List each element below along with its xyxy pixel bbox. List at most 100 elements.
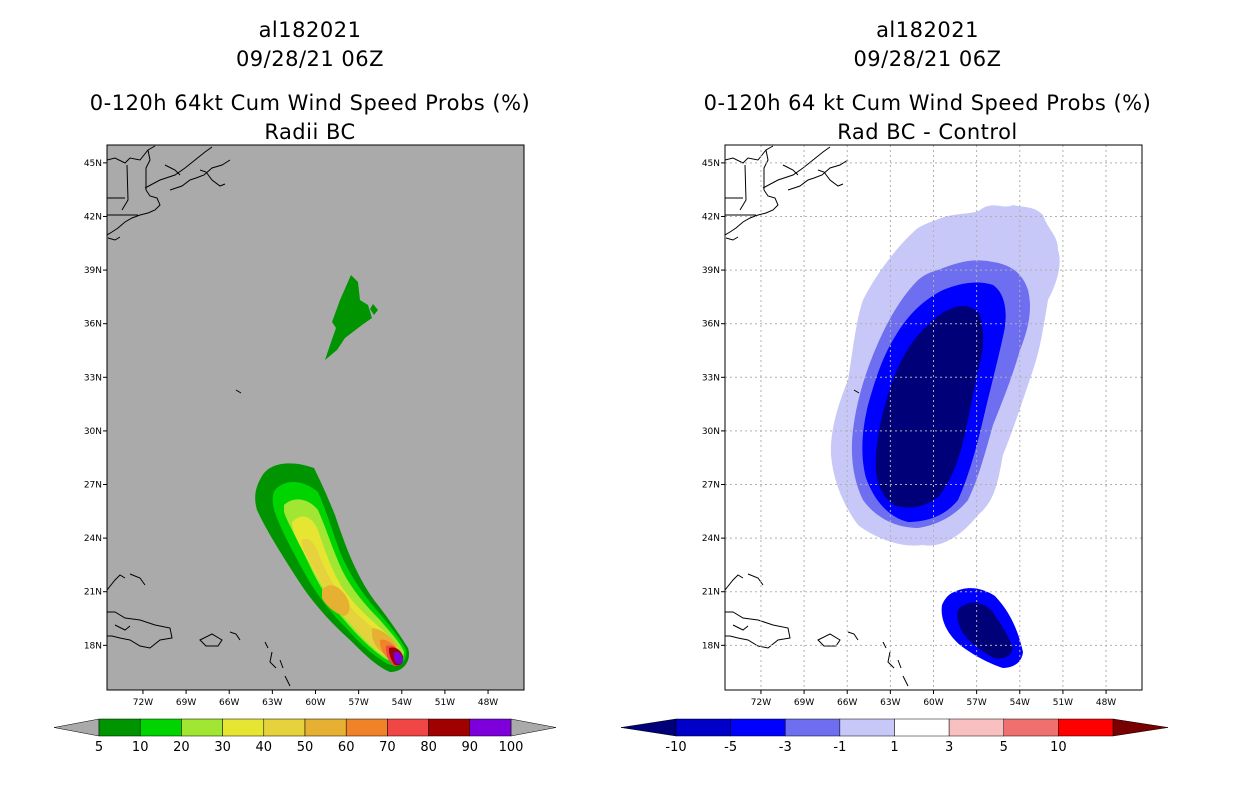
left-colorbar-swatch [139,718,182,737]
right-storm-id: al182021 [876,18,979,42]
right-colorbar-label: -3 [779,740,792,755]
left-lon-tick-label: 60W [305,698,325,708]
left-colorbar-label: 5 [95,740,103,755]
right-lat-tick-label: 18N [702,641,720,651]
left-colorbar-label: 20 [173,740,190,755]
right-lat-tick-label: 27N [702,481,720,491]
left-map-background [107,145,524,690]
left-title: 0-120h 64kt Cum Wind Speed Probs (%) [89,91,531,115]
right-lon-tick-label: 48W [1096,698,1116,708]
left-map: 72W 69W 66W 63W 60W 57W 54W 51W 48W 45N 42N 39N 36N 3… [53,144,557,755]
left-colorbar-swatch [428,718,471,737]
left-colorbar-label: 80 [420,740,437,755]
right-colorbar: -10 -5 -3 -1 1 3 5 10 [620,718,1169,755]
left-colorbar: 5 10 20 30 40 50 60 70 80 90 100 [53,718,557,755]
left-colorbar-label: 60 [338,740,355,755]
left-lat-tick-label: 42N [84,212,102,222]
right-lat-tick-label: 42N [702,212,720,222]
left-colorbar-over-arrow [510,718,557,737]
left-lat-tick-label: 21N [84,588,102,598]
left-lat-tick-label: 45N [84,159,102,169]
right-axes: 72W 69W 66W 63W 60W 57W 54W 51W 48W 45N 42N 39N 36N 3… [702,159,1117,708]
right-lat-tick-label: 39N [702,266,720,276]
right-colorbar-swatch [948,718,1004,737]
left-colorbar-label: 10 [132,740,149,755]
diff-contour-minus10-south [957,602,1013,659]
prob-contour-90 [393,651,403,664]
right-lat-tick-label: 21N [702,588,720,598]
left-lat-tick-label: 36N [84,320,102,330]
left-datetime: 09/28/21 06Z [235,47,385,71]
left-colorbar-label: 100 [499,740,524,755]
left-lat-tick-label: 24N [84,534,102,544]
left-lat-tick-label: 39N [84,266,102,276]
left-lat-tick-label: 27N [84,481,102,491]
right-colorbar-label: 1 [890,740,898,755]
left-lon-tick-label: 57W [348,698,368,708]
diff-contour-minus10 [875,305,984,508]
right-datetime: 09/28/21 06Z [853,47,1002,71]
right-colorbar-label: 10 [1050,740,1067,755]
right-lon-tick-label: 72W [751,698,771,708]
right-colorbar-label: 3 [945,740,953,755]
right-colorbar-swatch [785,718,841,737]
left-lon-tick-label: 54W [392,698,412,708]
left-colorbar-swatch [222,718,265,737]
left-colorbar-swatch [469,718,512,737]
left-lat-tick-label: 33N [84,373,102,383]
left-colorbar-label: 90 [462,740,479,755]
right-colorbar-label: -10 [665,740,686,755]
right-lon-tick-label: 54W [1010,698,1030,708]
left-colorbar-swatch [263,718,306,737]
prob-contour-5-islet [370,304,378,315]
right-colorbar-over-arrow [1112,718,1169,737]
left-lat-tick-label: 18N [84,641,102,651]
right-colorbar-swatch [1003,718,1059,737]
left-subtitle: Radii BC [264,120,356,144]
right-lon-tick-label: 69W [794,698,814,708]
left-lon-tick-label: 72W [133,698,153,708]
left-colorbar-swatch [98,718,141,737]
left-colorbar-swatch [181,718,223,737]
right-title: 0-120h 64 kt Cum Wind Speed Probs (%) [703,91,1152,115]
right-colorbar-swatch [894,718,950,737]
right-lat-tick-label: 45N [702,159,720,169]
right-lat-tick-label: 33N [702,373,720,383]
left-colorbar-label: 30 [214,740,231,755]
left-storm-id: al182021 [258,18,362,42]
right-lon-tick-label: 63W [880,698,900,708]
right-colorbar-swatch [730,718,786,737]
right-lat-tick-label: 24N [702,534,720,544]
left-colorbar-label: 70 [379,740,396,755]
prob-contour-5-north [325,275,372,360]
left-colorbar-under-arrow [53,718,100,737]
right-colorbar-under-arrow [620,718,677,737]
left-lon-tick-label: 63W [262,698,282,708]
left-lon-tick-label: 48W [478,698,498,708]
right-lat-tick-label: 36N [702,320,720,330]
left-axes: 72W 69W 66W 63W 60W 57W 54W 51W 48W 45N 42N 39N 36N 3… [84,159,499,708]
left-coastlines [107,145,291,687]
left-lon-tick-label: 66W [219,698,239,708]
left-lat-tick-label: 30N [84,427,102,437]
left-lon-tick-label: 69W [176,698,196,708]
right-colorbar-label: 5 [1000,740,1008,755]
prob-contour-30 [292,516,400,659]
right-colorbar-swatch [839,718,895,737]
left-colorbar-label: 40 [256,740,273,755]
left-lon-tick-label: 51W [435,698,455,708]
right-colorbar-swatch [675,718,731,737]
left-colorbar-label: 50 [297,740,314,755]
right-lat-tick-label: 30N [702,427,720,437]
right-colorbar-label: -5 [724,740,737,755]
left-colorbar-swatch [304,718,347,737]
right-gridlines [725,145,1142,690]
right-colorbar-swatch [1058,718,1114,737]
left-colorbar-swatch [345,718,388,737]
right-lon-tick-label: 57W [966,698,986,708]
right-subtitle: Rad BC - Control [837,120,1018,144]
right-coastlines [725,145,909,687]
right-lon-tick-label: 51W [1053,698,1073,708]
right-lon-tick-label: 66W [837,698,857,708]
right-lon-tick-label: 60W [923,698,943,708]
